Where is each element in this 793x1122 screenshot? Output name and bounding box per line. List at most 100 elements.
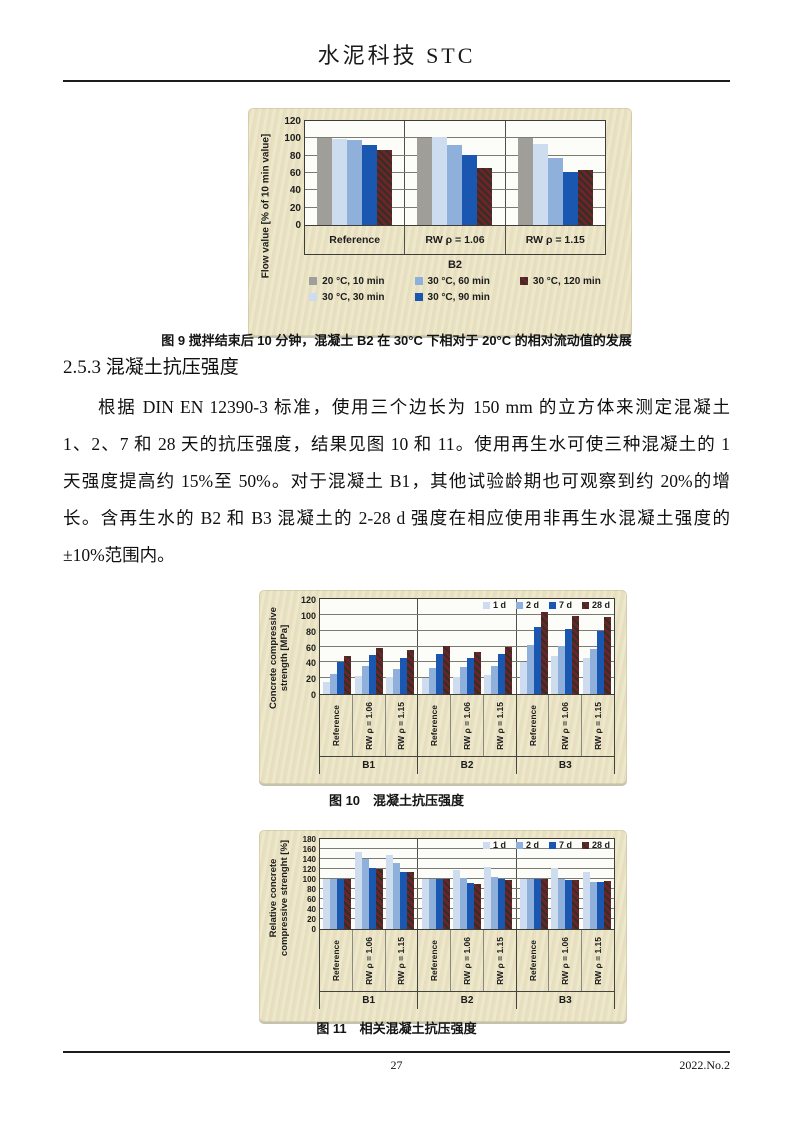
bar xyxy=(547,158,563,225)
legend-marker xyxy=(515,602,523,610)
legend-item: 2 d xyxy=(515,840,539,850)
category-label: Reference xyxy=(429,939,440,982)
bar-cluster xyxy=(519,879,548,929)
bar-cluster xyxy=(551,868,580,929)
y-axis-label: Concrete compressive strength [MPa] xyxy=(268,607,290,709)
bar xyxy=(452,677,460,694)
group-label: B1 xyxy=(320,992,419,1009)
y-tick-label: 100 xyxy=(284,133,301,145)
y-tick-label: 100 xyxy=(302,875,316,884)
category-label-cell: Reference xyxy=(517,695,550,756)
bar xyxy=(385,855,393,929)
bar xyxy=(596,631,604,694)
category-label: RW ρ = 1.06 xyxy=(462,701,473,750)
chart-body: Flow value [% of 10 min value] 0 20 40 60 80 1… xyxy=(258,116,606,303)
legend-marker xyxy=(482,602,490,610)
bar xyxy=(332,139,348,225)
legend-marker xyxy=(548,842,556,850)
bar xyxy=(442,646,450,694)
legend-marker xyxy=(515,842,523,850)
bar xyxy=(519,662,527,694)
bar-cluster xyxy=(421,879,450,929)
y-axis: 0 20 40 60 80 100 120 140 160 180 xyxy=(295,835,319,934)
legend-item: 1 d xyxy=(482,600,506,610)
paragraph-line: 1、2、7 和 28 天的抗压强度，结果见图 10 和 11。使用再生水可使三种… xyxy=(63,434,730,454)
bar xyxy=(354,676,362,694)
bar-cluster xyxy=(354,648,383,694)
bar xyxy=(432,137,448,225)
bar-cluster xyxy=(551,616,580,694)
bar xyxy=(491,666,499,694)
bar xyxy=(337,879,345,929)
figure-11-chart: Relative concrete compressive strenght [%… xyxy=(265,835,615,1009)
category-label: RW ρ = 1.15 xyxy=(494,936,505,985)
y-tick-label: 120 xyxy=(300,595,316,605)
bar xyxy=(459,667,467,694)
legend-label: 30 °C, 120 min xyxy=(532,276,601,287)
bar xyxy=(347,140,363,225)
bar xyxy=(596,882,604,929)
y-tick-label: 0 xyxy=(310,690,316,700)
bar-cluster xyxy=(354,852,383,929)
figure-9-chart: Flow value [% of 10 min value] 0 20 40 60 80 1… xyxy=(258,116,606,303)
page-title: 水泥科技 STC xyxy=(317,43,476,68)
bar-cluster xyxy=(582,617,611,694)
category-label-cell: RW ρ = 1.15 xyxy=(582,695,614,756)
bar xyxy=(344,879,352,929)
bar xyxy=(459,878,467,929)
category-label: RW ρ = 1.06 xyxy=(462,936,473,985)
legend-label: 7 d xyxy=(558,840,572,850)
header-rule xyxy=(63,80,730,82)
bar-cluster xyxy=(323,879,352,929)
category-label: RW ρ = 1.15 xyxy=(396,701,407,750)
y-tick-label: 20 xyxy=(305,674,316,685)
group-panel xyxy=(517,599,614,694)
bar-cluster xyxy=(484,647,513,694)
category-panel xyxy=(506,121,605,225)
category-label: RW ρ = 1.15 xyxy=(396,936,407,985)
figure-10-chart: Concrete compressive strength [MPa] 0 20 40 6… xyxy=(265,595,615,774)
bar xyxy=(562,172,578,225)
category-label-cell: Reference xyxy=(418,695,452,756)
bar xyxy=(362,145,378,225)
bar xyxy=(428,668,436,694)
legend-item: 2 d xyxy=(515,600,539,610)
legend-label: 7 d xyxy=(558,600,572,610)
y-tick-label: 20 xyxy=(289,202,301,214)
category-panel xyxy=(305,121,406,225)
category-label-cell: RW ρ = 1.15 xyxy=(386,695,419,756)
category-label-cell: Reference xyxy=(320,930,353,991)
legend-marker xyxy=(309,277,318,286)
bar xyxy=(533,879,541,929)
bar xyxy=(565,880,573,929)
category-label-cell: Reference xyxy=(517,930,550,991)
bar xyxy=(354,852,362,929)
figure-10: Concrete compressive strength [MPa] 0 20 40 6… xyxy=(259,590,627,784)
bar xyxy=(375,648,383,694)
y-axis: 0 20 40 60 80 100 120 xyxy=(295,595,319,700)
legend-item: 28 d xyxy=(581,600,610,610)
y-tick-label: 40 xyxy=(307,905,316,914)
category-label: RW ρ = 1.06 xyxy=(560,936,571,985)
paragraph-line: 天强度提高约 15%至 50%。对于混凝土 B1，其他试验龄期也可观察到约 20… xyxy=(63,471,730,491)
category-label-cell: Reference xyxy=(418,930,452,991)
figure-9-caption: 图 9 搅拌结束后 10 分钟，混凝土 B2 在 30°C 下相对于 20°C … xyxy=(161,333,632,348)
group-panel xyxy=(418,839,517,929)
bar xyxy=(558,879,566,929)
bar xyxy=(589,882,597,929)
legend-marker xyxy=(414,293,423,302)
y-tick-label: 60 xyxy=(289,168,301,179)
gridline xyxy=(320,858,614,859)
y-tick-label: 120 xyxy=(284,116,301,127)
bar xyxy=(428,879,436,929)
bar xyxy=(565,629,573,694)
legend-item: 20 °C, 10 min xyxy=(309,276,385,287)
bar xyxy=(392,669,400,694)
bar-cluster xyxy=(452,870,481,929)
legend-label: 30 °C, 60 min xyxy=(427,276,490,287)
y-tick-label: 100 xyxy=(300,610,316,621)
legend-marker xyxy=(548,602,556,610)
bar xyxy=(589,649,597,694)
bar-cluster xyxy=(519,612,548,694)
